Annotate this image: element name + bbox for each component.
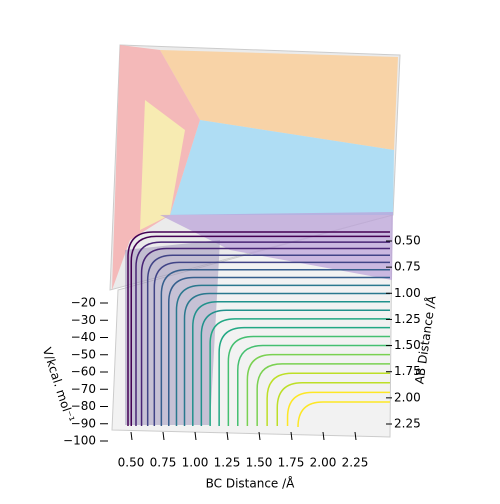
z-tick-label: −100 [63,434,96,448]
z-tick-label: −40 [71,330,96,344]
contour-line [297,401,390,428]
contour-line [153,261,390,426]
x-tick [290,431,293,441]
contour-line [200,309,390,426]
y-tick-label: 1.50 [394,338,421,352]
x-tick-label: 0.75 [150,456,177,470]
x-tick-label: 1.25 [214,456,241,470]
contour-line [286,391,390,426]
x-axis-label: BC Distance /Å [206,476,296,491]
x-tick [162,431,165,441]
x-tick [322,431,325,441]
contour-line [160,269,390,426]
x-tick [194,431,197,441]
contour-line [266,372,390,426]
contour-line [209,318,390,426]
contour-line [192,301,390,426]
y-tick-label: 1.25 [394,312,421,326]
contour-line [175,284,390,426]
surface-band [160,50,398,150]
z-tick-label: −20 [71,296,96,310]
contour-line [276,382,390,426]
y-tick-label: 0.75 [394,260,421,274]
contour-line [237,344,390,426]
z-tick-label: −90 [71,416,96,430]
x-tick-label: 1.50 [246,456,273,470]
contour-line [183,292,390,426]
contour-line [130,235,390,426]
x-tick-label: 2.25 [342,456,369,470]
z-tick-label: −80 [71,399,96,413]
x-tick [226,431,229,441]
x-tick [354,431,357,441]
contours [127,231,390,428]
x-tick [258,431,261,441]
x-tick-label: 0.50 [118,456,145,470]
contour-line [227,335,390,426]
z-tick-label: −70 [71,382,96,396]
x-tick-label: 1.00 [182,456,209,470]
y-tick-label: 2.00 [394,390,421,404]
x-tick-label: 1.75 [278,456,305,470]
contour-line [246,353,390,426]
x-tick-label: 2.00 [310,456,337,470]
y-tick-label: 1.00 [394,286,421,300]
contour-line [256,363,390,426]
surface-band [125,240,220,425]
contour-line [146,254,390,426]
contour-line [135,241,390,426]
z-tick-label: −30 [71,313,96,327]
x-tick [130,431,133,441]
contour-line [127,231,390,426]
z-tick-label: −50 [71,347,96,361]
z-tick-label: −60 [71,365,96,379]
contour-line [140,247,390,426]
surface-band [140,100,185,230]
contour-line [168,276,390,426]
y-tick-label: 2.25 [394,417,421,431]
contour-line [218,326,390,426]
y-tick-label: 0.50 [394,234,421,248]
y-tick-label: 1.75 [394,364,421,378]
surface-band [170,120,394,215]
